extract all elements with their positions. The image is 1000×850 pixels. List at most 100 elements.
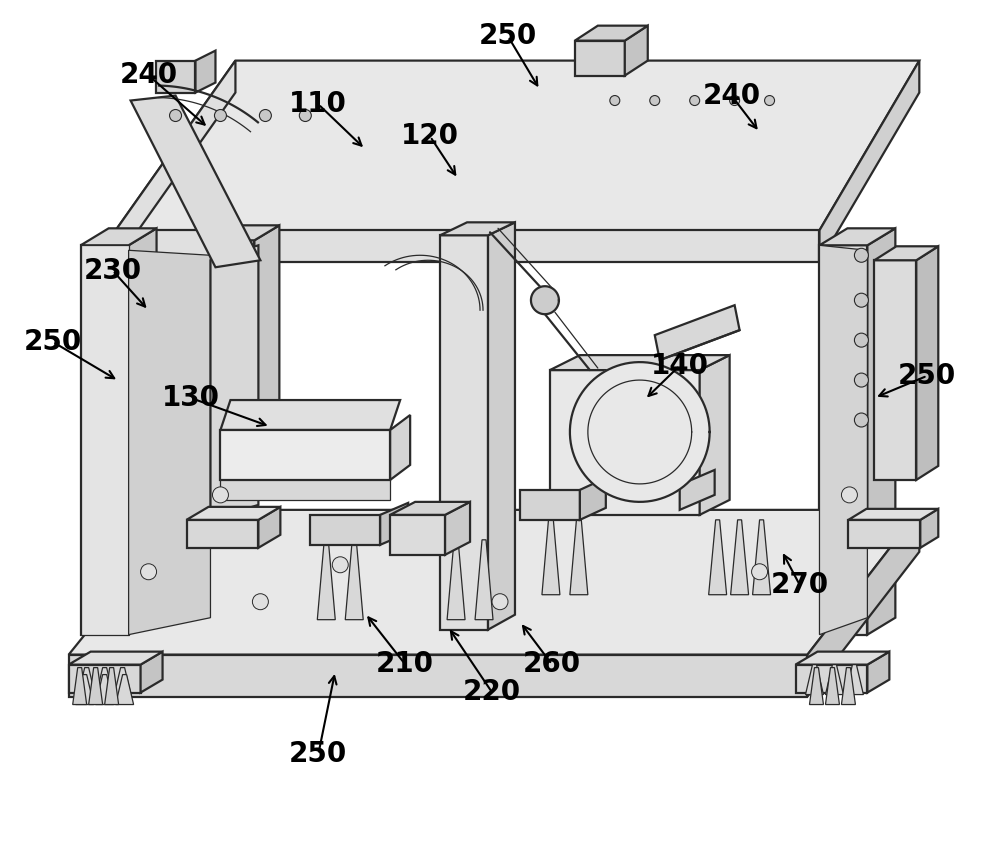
Polygon shape [210,225,279,241]
Polygon shape [796,665,867,693]
Polygon shape [796,652,889,665]
Polygon shape [89,667,103,705]
Polygon shape [210,246,258,520]
Circle shape [690,95,700,105]
Circle shape [141,564,157,580]
Polygon shape [819,246,867,635]
Text: 250: 250 [24,328,82,356]
Polygon shape [867,229,895,635]
Circle shape [492,593,508,609]
Polygon shape [845,665,863,694]
Polygon shape [753,520,771,595]
Text: 230: 230 [84,257,142,285]
Polygon shape [131,95,260,267]
Polygon shape [258,507,280,547]
Polygon shape [680,470,715,510]
Polygon shape [531,286,559,314]
Text: 260: 260 [523,650,581,678]
Polygon shape [116,675,134,705]
Text: 250: 250 [289,740,347,768]
Circle shape [752,564,768,580]
Polygon shape [156,60,195,93]
Polygon shape [69,665,141,693]
Text: 130: 130 [162,384,220,412]
Circle shape [332,557,348,573]
Polygon shape [310,515,380,545]
Circle shape [170,110,182,122]
Polygon shape [550,370,700,515]
Polygon shape [475,540,493,620]
Polygon shape [488,223,515,630]
Circle shape [610,95,620,105]
Polygon shape [116,60,235,263]
Text: 140: 140 [651,352,709,380]
Polygon shape [825,667,839,705]
Polygon shape [390,515,445,555]
Polygon shape [709,520,727,595]
Polygon shape [220,480,390,500]
Polygon shape [317,540,335,620]
Polygon shape [96,667,114,698]
Polygon shape [916,246,938,480]
Polygon shape [920,509,938,547]
Text: 110: 110 [289,90,347,118]
Text: 250: 250 [479,22,537,50]
Polygon shape [570,362,710,501]
Circle shape [259,110,271,122]
Polygon shape [129,229,157,635]
Polygon shape [440,235,488,630]
Polygon shape [129,250,210,635]
Polygon shape [116,230,819,263]
Circle shape [650,95,660,105]
Polygon shape [819,246,867,635]
Text: 250: 250 [898,362,956,390]
Polygon shape [69,510,919,654]
Text: 210: 210 [376,650,434,678]
Polygon shape [874,246,938,260]
Circle shape [854,413,868,427]
Circle shape [841,487,857,503]
Polygon shape [114,667,132,698]
Polygon shape [76,675,94,705]
Polygon shape [867,652,889,693]
Polygon shape [254,225,279,480]
Polygon shape [625,26,648,76]
Polygon shape [210,241,254,480]
Text: 240: 240 [120,61,178,89]
Text: 270: 270 [770,570,829,598]
Circle shape [252,593,268,609]
Text: 120: 120 [401,122,459,150]
Polygon shape [575,41,625,76]
Polygon shape [96,675,114,705]
Polygon shape [195,51,215,93]
Polygon shape [841,667,855,705]
Polygon shape [105,667,119,705]
Polygon shape [390,415,410,480]
Circle shape [212,487,228,503]
Polygon shape [81,229,157,246]
Polygon shape [806,665,823,694]
Polygon shape [116,60,919,230]
Polygon shape [445,502,470,555]
Polygon shape [825,665,843,694]
Polygon shape [807,510,919,696]
Polygon shape [520,490,580,520]
Circle shape [730,95,740,105]
Polygon shape [380,503,408,545]
Polygon shape [819,229,895,246]
Polygon shape [700,355,730,515]
Polygon shape [187,520,258,547]
Text: 220: 220 [463,678,521,706]
Polygon shape [580,478,606,520]
Circle shape [214,110,226,122]
Circle shape [765,95,775,105]
Polygon shape [575,26,648,41]
Polygon shape [141,652,163,693]
Polygon shape [345,540,363,620]
Polygon shape [848,509,938,520]
Polygon shape [220,400,400,430]
Polygon shape [731,520,749,595]
Polygon shape [69,654,807,696]
Circle shape [854,293,868,307]
Polygon shape [570,515,588,595]
